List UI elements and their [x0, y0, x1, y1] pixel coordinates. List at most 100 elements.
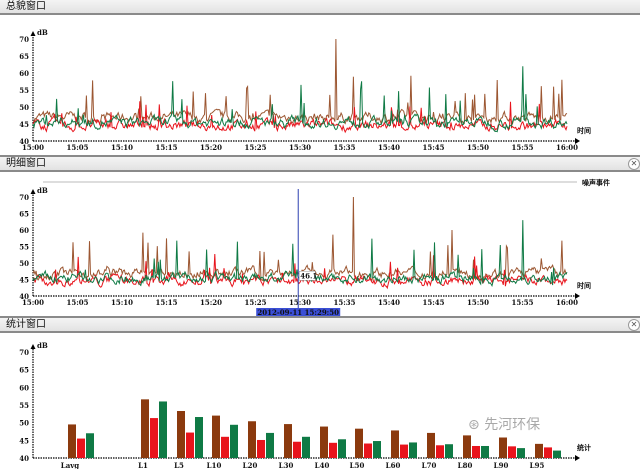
- watermark-text: 先河环保: [484, 417, 541, 433]
- x-tick-label: L30: [279, 461, 294, 469]
- bar: [445, 444, 453, 458]
- x-tick-label: 15:00: [22, 143, 44, 152]
- y-tick-label: 70: [19, 193, 29, 202]
- y-axis-unit: dB: [37, 28, 48, 37]
- x-axis-label: 统计: [577, 443, 591, 452]
- y-tick-label: 65: [19, 210, 29, 219]
- bar: [463, 435, 471, 458]
- y-tick-label: 60: [19, 69, 29, 78]
- bar: [400, 444, 408, 458]
- series-line: [32, 66, 568, 133]
- bar: [186, 432, 194, 458]
- y-tick-label: 70: [19, 348, 29, 357]
- x-tick-label: 15:20: [200, 143, 222, 152]
- x-tick-label: L90: [494, 461, 509, 469]
- cursor-time-box: [256, 308, 341, 317]
- y-axis-unit: dB: [37, 341, 48, 350]
- bar: [284, 424, 292, 458]
- detail-window-title: 明细窗口: [6, 158, 46, 169]
- bar: [320, 426, 328, 458]
- x-tick-label: L40: [315, 461, 330, 469]
- bar: [355, 428, 363, 458]
- bar: [472, 445, 480, 458]
- y-tick-label: 45: [19, 120, 29, 129]
- bar: [266, 432, 274, 458]
- x-tick-label: 15:55: [511, 143, 533, 152]
- x-axis-arrow: [575, 293, 580, 299]
- x-tick-label: 15:15: [155, 298, 177, 307]
- x-tick-label: 15:55: [511, 298, 533, 307]
- x-tick-label: Lavg: [61, 461, 80, 469]
- y-axis-arrow: [30, 31, 36, 36]
- x-tick-label: 15:45: [422, 298, 444, 307]
- y-tick-label: 50: [19, 259, 29, 268]
- x-tick-label: L95: [530, 461, 545, 469]
- x-tick-label: 15:40: [378, 298, 400, 307]
- bar: [508, 446, 516, 458]
- y-tick-label: 55: [19, 243, 29, 252]
- bar: [221, 436, 229, 458]
- close-icon[interactable]: ✕: [628, 319, 640, 331]
- stats-window-header: 统计窗口 ✕: [0, 316, 640, 333]
- stats-chart[interactable]: dB 40 45 50 55 60 65 70 统计 Lavg L1 L5 L10 L20 L30 L40 L5…: [0, 333, 640, 469]
- y-tick-label: 50: [19, 419, 29, 428]
- y-axis-arrow: [30, 189, 36, 194]
- bar: [553, 450, 561, 458]
- overview-chart[interactable]: dB 40 45 50 55 60 65 70 时间 15:00 15:05 15:10 15:15 15…: [0, 13, 640, 156]
- cursor-value: 46.1: [300, 271, 317, 280]
- bar: [302, 436, 310, 458]
- overview-window-title: 总貌窗口: [6, 1, 46, 12]
- bar: [409, 442, 417, 458]
- bar: [481, 445, 489, 458]
- bar: [544, 447, 552, 458]
- x-tick-label: L70: [422, 461, 437, 469]
- bar: [391, 430, 399, 458]
- overview-window-header: 总貌窗口: [0, 0, 640, 15]
- x-tick-label: 15:50: [467, 143, 489, 152]
- bar: [427, 432, 435, 458]
- bar: [86, 433, 94, 458]
- x-tick-label: 15:05: [66, 143, 88, 152]
- detail-window-header: 明细窗口 ✕: [0, 155, 640, 172]
- y-tick-label: 55: [19, 86, 29, 95]
- x-tick-label: L80: [458, 461, 473, 469]
- stats-window-title: 统计窗口: [6, 319, 46, 330]
- x-tick-label: 16:00: [556, 298, 578, 307]
- bar: [373, 441, 381, 458]
- x-tick-label: 15:45: [422, 143, 444, 152]
- x-tick-label: L5: [174, 461, 184, 469]
- x-axis-arrow: [575, 455, 580, 461]
- detail-chart[interactable]: dB 40 45 50 55 60 65 70 时间 15:00 15:05 15:10 15:15 15…: [0, 172, 640, 318]
- cursor-value-box: [298, 271, 316, 281]
- y-axis-arrow: [30, 344, 36, 349]
- bar: [338, 439, 346, 458]
- bar: [68, 424, 76, 458]
- bar: [329, 442, 337, 458]
- close-icon[interactable]: ✕: [628, 158, 640, 170]
- y-tick-label: 65: [19, 52, 29, 61]
- x-tick-label: 15:40: [378, 143, 400, 152]
- bar: [535, 443, 543, 458]
- bar: [177, 411, 185, 458]
- x-tick-label: 15:30: [289, 143, 311, 152]
- x-tick-label: 15:10: [111, 143, 133, 152]
- y-tick-label: 40: [19, 292, 29, 301]
- x-tick-label: 15:00: [22, 298, 44, 307]
- bar: [293, 441, 301, 458]
- bar: [436, 445, 444, 458]
- x-tick-label: 15:35: [333, 298, 355, 307]
- x-axis-label: 时间: [577, 281, 591, 290]
- cursor-time: 2012-09-11 15:29:50: [257, 308, 339, 317]
- x-tick-label: 15:30: [289, 298, 311, 307]
- bar: [230, 424, 238, 458]
- y-tick-label: 55: [19, 401, 29, 410]
- bar: [141, 399, 149, 458]
- y-tick-label: 50: [19, 103, 29, 112]
- bar: [364, 443, 372, 458]
- series-line: [32, 196, 567, 282]
- bar: [159, 401, 167, 458]
- x-tick-label: 15:25: [244, 298, 266, 307]
- bar: [212, 415, 220, 458]
- y-tick-label: 65: [19, 366, 29, 375]
- x-tick-label: 15:20: [200, 298, 222, 307]
